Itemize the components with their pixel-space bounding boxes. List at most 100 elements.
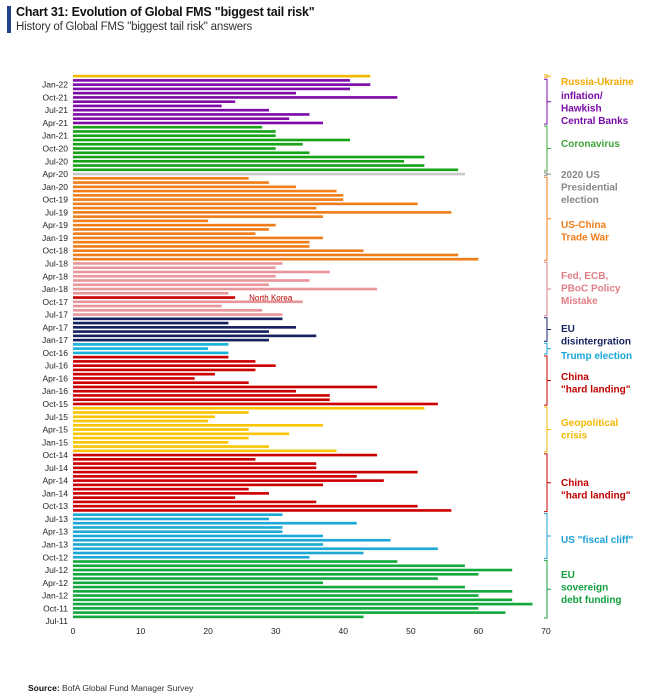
legend-label: US-China Trade War: [561, 220, 609, 243]
legend-label: Russia-Ukraine: [561, 77, 634, 88]
legend-label-line: US "fiscal cliff": [561, 535, 634, 546]
bar: [73, 83, 371, 86]
legend-bracket: [544, 74, 551, 78]
legend-label-line: Hawkish: [561, 103, 602, 114]
bar: [73, 330, 269, 333]
legend-label: Geopolitical crisis: [561, 418, 618, 441]
source-label: Source:: [28, 683, 60, 693]
bar: [73, 159, 405, 163]
bar: [73, 496, 236, 499]
legend-bracket: [544, 176, 551, 261]
y-tick-label: Jan-14: [42, 488, 68, 498]
bar: [73, 291, 229, 295]
legend-label-line: China: [561, 478, 589, 489]
legend-label: EU disintergration: [561, 324, 631, 347]
legend-label-line: election: [561, 195, 599, 206]
bar: [73, 585, 465, 589]
bar: [73, 351, 229, 355]
bar: [73, 594, 479, 597]
bar: [73, 206, 317, 210]
bar: [73, 257, 479, 261]
bar: [73, 458, 256, 461]
source-note: Source: BofA Global Fund Manager Survey: [28, 683, 193, 693]
bar: [73, 215, 324, 218]
bar: [73, 147, 276, 150]
y-tick-label: Jul-20: [45, 156, 68, 166]
bar: [73, 283, 269, 287]
y-tick-label: Jan-15: [42, 437, 68, 447]
legend-label-line: EU: [561, 570, 575, 581]
bar: [73, 440, 229, 444]
y-tick-label: Jan-18: [42, 284, 68, 294]
x-tick-label: 30: [271, 626, 281, 636]
y-tick-label: Oct-15: [42, 399, 68, 409]
bar: [73, 194, 344, 197]
bar: [73, 368, 256, 372]
bar: [73, 262, 283, 265]
y-tick-label: Oct-14: [42, 450, 68, 460]
legend-label-line: EU: [561, 324, 575, 335]
bar: [73, 598, 513, 602]
bar: [73, 406, 425, 410]
bar: [73, 564, 465, 568]
bar: [73, 500, 317, 504]
bar: [73, 189, 337, 193]
y-tick-label: Jan-19: [42, 233, 68, 243]
bar: [73, 615, 364, 619]
y-tick-label: Jul-17: [45, 310, 68, 320]
legend-label-line: US-China: [561, 220, 606, 231]
bar: [73, 381, 249, 385]
bar: [73, 308, 263, 312]
y-tick-label: Oct-19: [42, 195, 68, 205]
y-tick-label: Jul-11: [45, 616, 68, 626]
bar: [73, 568, 513, 572]
bar: [73, 100, 236, 103]
bar: [73, 419, 209, 423]
bar: [73, 428, 249, 431]
bar: [73, 453, 378, 457]
legend-label-line: Geopolitical: [561, 418, 618, 429]
legend-label-line: Trump election: [561, 351, 632, 362]
bar: [73, 543, 324, 546]
bar: [73, 117, 290, 121]
bar: [73, 236, 324, 240]
y-tick-label: Apr-19: [42, 220, 68, 230]
bar: [73, 607, 479, 610]
legend-label-line: debt funding: [561, 595, 622, 606]
legend-label-line: sovereign: [561, 582, 608, 593]
bar: [73, 326, 296, 329]
bar: [73, 372, 215, 376]
bar: [73, 611, 506, 614]
legend-label: EU sovereign debt funding: [561, 570, 622, 606]
bar: [73, 177, 249, 180]
bar: [73, 219, 209, 223]
bar: [73, 517, 269, 521]
bar: [73, 296, 236, 299]
bar: [73, 164, 425, 167]
y-tick-label: Jan-20: [42, 182, 68, 192]
bar: [73, 402, 438, 406]
bar: [73, 509, 452, 512]
bar: [73, 232, 256, 235]
bar: [73, 138, 351, 142]
bar: [73, 530, 283, 534]
legend-label: Coronavirus: [561, 139, 620, 150]
bar: [73, 91, 296, 95]
y-tick-label: Apr-13: [42, 527, 68, 537]
bar: [73, 483, 324, 487]
y-tick-label: Apr-21: [42, 118, 68, 128]
y-tick-label: Oct-17: [42, 297, 68, 307]
bar: [73, 266, 276, 270]
y-tick-label: Oct-12: [42, 552, 68, 562]
legend-bracket: [544, 406, 551, 453]
y-tick-label: Jul-16: [45, 361, 68, 371]
bar: [73, 547, 438, 551]
bar: [73, 240, 310, 244]
bar: [73, 449, 337, 453]
bar: [73, 360, 256, 363]
y-tick-label: Apr-14: [42, 476, 68, 486]
bar: [73, 228, 269, 231]
bar: [73, 513, 283, 516]
bar: [73, 343, 229, 346]
